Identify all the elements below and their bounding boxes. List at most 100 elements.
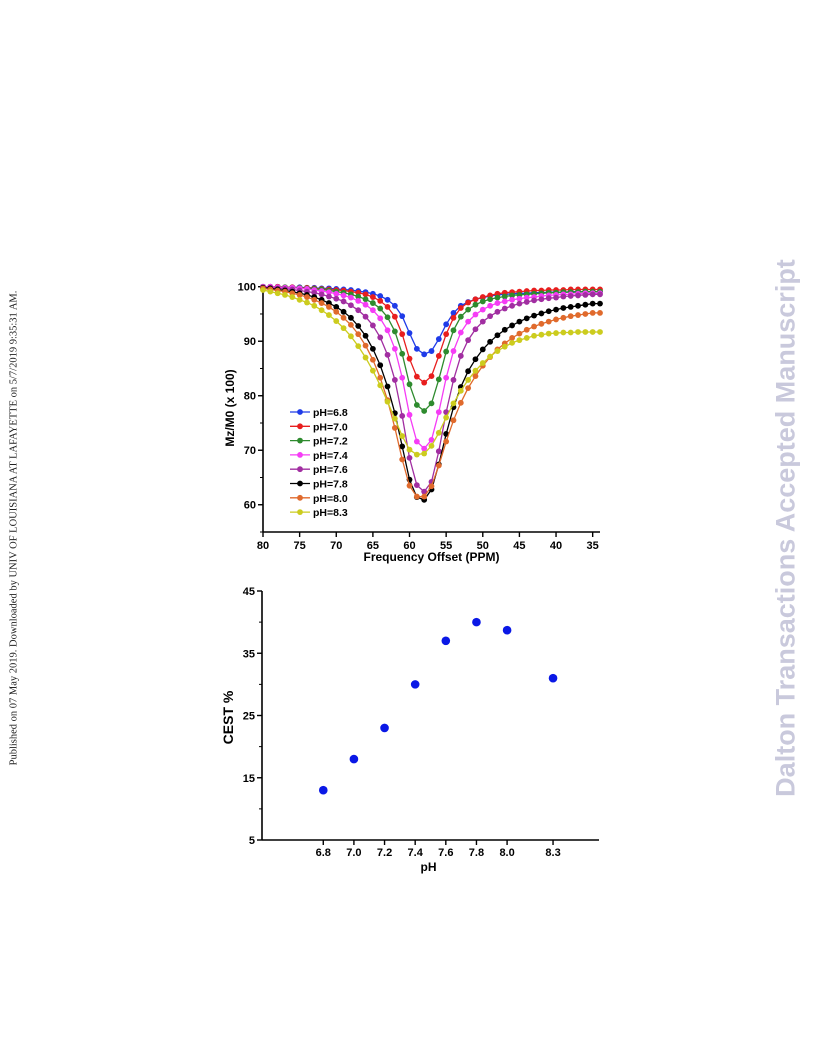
x-axis-title: pH: [421, 860, 437, 874]
legend-label: pH=8.3: [313, 507, 348, 519]
data-point: [487, 296, 494, 303]
legend-entry: pH=7.2: [290, 436, 348, 448]
data-point: [399, 313, 406, 320]
data-point: [472, 373, 479, 380]
data-point: [362, 296, 369, 303]
data-point: [545, 318, 552, 325]
data-point: [355, 331, 362, 338]
data-point: [472, 311, 479, 318]
data-point: [304, 299, 310, 306]
data-point: [494, 332, 501, 339]
data-point: [472, 356, 479, 363]
data-point: [377, 334, 384, 341]
data-point: [406, 482, 413, 489]
data-point: [384, 303, 391, 310]
data-point: [362, 354, 369, 361]
data-point: [538, 310, 545, 317]
data-point: [597, 329, 603, 335]
data-point: [377, 293, 384, 299]
x-tick-label: 60: [403, 540, 415, 552]
data-point: [457, 313, 464, 320]
data-point: [413, 493, 420, 500]
data-point: [443, 331, 450, 338]
data-point: [333, 308, 340, 315]
data-point: [282, 292, 288, 298]
data-point: [377, 382, 384, 389]
data-point: [441, 636, 451, 646]
data-point: [465, 368, 472, 375]
data-point: [399, 331, 406, 338]
x-tick-label: 7.0: [346, 847, 361, 859]
series-pH=7.8: [260, 284, 603, 503]
data-point: [435, 376, 442, 383]
x-tick-label: 75: [294, 540, 306, 552]
data-point: [479, 306, 486, 313]
data-point: [450, 400, 457, 407]
data-point: [501, 343, 508, 350]
legend-entry: pH=8.0: [290, 493, 348, 505]
y-tick-label: 5: [249, 835, 255, 847]
data-point: [523, 299, 530, 305]
data-point: [501, 298, 508, 305]
x-tick-label: 8.3: [545, 847, 560, 859]
data-point: [311, 302, 318, 309]
legend-swatch-marker: [297, 509, 303, 515]
data-point: [355, 323, 362, 329]
data-point: [494, 294, 501, 301]
data-point: [509, 302, 515, 309]
data-point: [472, 617, 481, 627]
x-tick-label: 65: [367, 540, 379, 552]
x-tick-label: 45: [513, 540, 525, 552]
series-pH=8.0: [260, 285, 603, 500]
data-point: [413, 451, 420, 458]
data-point: [548, 673, 558, 683]
data-point: [410, 680, 420, 689]
y-tick-label: 90: [244, 336, 256, 348]
data-point: [362, 332, 369, 339]
data-point: [380, 723, 389, 733]
data-point: [384, 296, 391, 303]
z-spectrum-chart: 60 70 80 90 100 80 75 70 65 60 55 50 45 40 35 Frequency…: [223, 282, 603, 564]
data-point: [487, 313, 494, 320]
data-point: [538, 320, 545, 327]
legend-label: pH=7.4: [313, 450, 348, 462]
y-axis-title: CEST %: [220, 690, 236, 744]
data-point: [399, 413, 406, 419]
data-point: [406, 454, 413, 461]
y-tick-label: 15: [243, 773, 255, 785]
data-point: [406, 355, 413, 362]
data-point: [428, 436, 435, 443]
data-point: [369, 307, 376, 314]
data-point: [348, 321, 354, 328]
data-point: [384, 398, 391, 405]
data-point: [274, 290, 281, 297]
data-point: [597, 300, 603, 307]
data-point: [523, 326, 530, 333]
data-point: [413, 345, 420, 352]
data-point: [516, 318, 523, 325]
data-point: [472, 301, 479, 308]
data-point: [355, 343, 362, 350]
data-point: [348, 302, 354, 309]
data-point: [413, 438, 420, 445]
data-point: [472, 367, 479, 374]
data-point: [348, 294, 354, 301]
data-point: [369, 356, 376, 363]
data-point: [531, 297, 537, 304]
data-point: [399, 443, 406, 450]
data-point: [501, 293, 508, 300]
data-point: [340, 308, 347, 315]
data-point: [545, 308, 552, 315]
y-tick-label: 70: [244, 445, 256, 457]
y-axis-title: Mz/M0 (x 100): [223, 369, 237, 446]
legend-entry: pH=7.8: [290, 479, 348, 491]
data-point: [545, 295, 552, 302]
data-point: [421, 445, 428, 452]
data-point: [516, 295, 523, 302]
data-point: [450, 309, 457, 316]
data-point: [362, 291, 369, 298]
data-point: [421, 379, 428, 386]
data-point: [538, 296, 545, 303]
data-point: [326, 293, 332, 300]
data-point: [589, 300, 596, 307]
